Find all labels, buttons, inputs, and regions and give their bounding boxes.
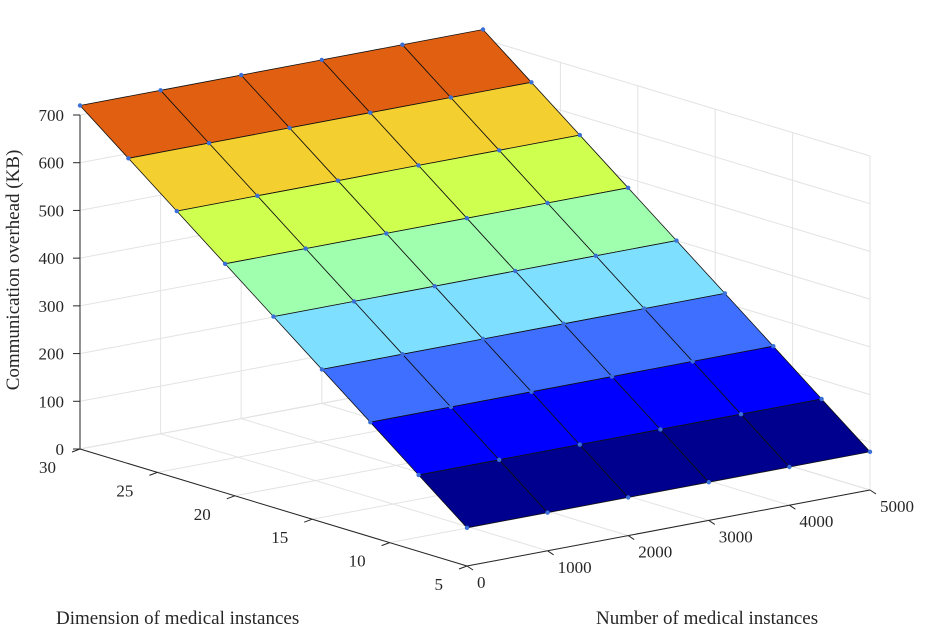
surface-vertex (706, 480, 711, 485)
surface-vertex (384, 231, 389, 236)
surface-vertex (625, 185, 631, 190)
surface-vertex (400, 352, 405, 357)
surface-vertex (319, 367, 325, 372)
z-tick-label: 200 (39, 345, 65, 364)
x-tick (627, 535, 635, 541)
z-tick-label: 500 (39, 201, 65, 220)
surface-vertex (642, 306, 647, 311)
y-tick-label: 30 (39, 458, 56, 477)
surface-vertex (609, 374, 615, 379)
y-tick (458, 565, 468, 570)
surface-vertex (626, 495, 631, 500)
surface-vertex (738, 412, 744, 417)
x-tick-label: 3000 (719, 527, 753, 546)
surface-vertex (126, 156, 131, 161)
surface-vertex (464, 525, 470, 530)
surface-vertex (206, 140, 212, 146)
axes-layer (71, 114, 877, 571)
surface-vertex (819, 396, 824, 402)
surface-vertex (722, 291, 728, 296)
surface-vertex (303, 246, 308, 251)
surface-vertex (255, 193, 260, 198)
floor-grid-x (160, 433, 548, 552)
y-tick-label: 25 (116, 481, 133, 500)
z-tick-label: 600 (39, 154, 65, 173)
surface-vertex (448, 95, 453, 100)
side-wall-grid-z (482, 38, 871, 157)
surface-vertex (335, 178, 341, 183)
surface-vertex (593, 253, 599, 258)
surface-vertex (480, 336, 486, 342)
surface-vertex (867, 449, 873, 454)
z-tick-label: 100 (39, 392, 65, 411)
surface-vertex (351, 299, 357, 304)
surface-vertex (513, 268, 518, 274)
x-tick (869, 489, 877, 495)
surface-vertex (400, 42, 405, 47)
surface-vertex (561, 321, 566, 326)
surface-vertex (368, 110, 373, 115)
x-tick-label: 2000 (638, 543, 672, 562)
surface-vertex (497, 457, 502, 462)
surface-vertex (545, 200, 550, 206)
surface-vertex (239, 72, 244, 78)
x-axis-title: Number of medical instances (596, 608, 818, 629)
surface-vertex (787, 464, 792, 470)
y-tick-label: 15 (271, 528, 288, 547)
x-tick (789, 504, 796, 510)
x-tick-label: 0 (477, 573, 486, 592)
surface-vertex (577, 442, 582, 447)
y-axis-line (79, 448, 468, 567)
x-tick-label: 1000 (558, 558, 592, 577)
surface-vertex (287, 125, 292, 131)
z-axis-title: Communication overhead (KB) (3, 150, 24, 391)
surface-vertex (416, 163, 421, 168)
surface-vertex (416, 472, 421, 478)
x-tick (547, 550, 554, 556)
y-tick (304, 518, 313, 523)
labels-layer: 0100020003000400050005101520253001002003… (39, 106, 915, 594)
x-tick (466, 565, 474, 571)
x-tick (708, 519, 716, 525)
surface-vertex (77, 103, 83, 108)
x-axis-line (466, 489, 871, 567)
surface-vertex (174, 208, 179, 214)
y-tick (149, 471, 158, 476)
surface-vertex (368, 420, 373, 425)
surface-vertex (464, 216, 470, 221)
surface-vertex (690, 359, 695, 364)
z-tick-label: 700 (39, 106, 65, 125)
surface-vertex (658, 427, 663, 432)
y-tick-label: 10 (349, 552, 366, 571)
surface-vertex (771, 344, 776, 349)
surface-vertex (158, 88, 163, 93)
surface-vertex (529, 389, 534, 394)
surface-vertex (271, 314, 276, 319)
surface-vertex (577, 132, 582, 138)
surface-vertex (448, 404, 454, 410)
surface-vertex (222, 261, 228, 266)
y-tick (226, 495, 235, 500)
surface-vertex (497, 148, 502, 153)
surface-vertex (545, 510, 550, 515)
z-tick-label: 400 (39, 249, 65, 268)
z-tick-label: 300 (39, 297, 65, 316)
z-tick-label: 0 (56, 440, 65, 459)
surface-vertex (319, 57, 324, 63)
y-axis-title: Dimension of medical instances (56, 608, 299, 629)
surface-vertex (480, 27, 486, 32)
x-tick-label: 4000 (799, 512, 833, 531)
surface-vertex (674, 238, 679, 243)
x-tick-label: 5000 (880, 497, 914, 516)
y-tick (381, 542, 390, 547)
y-tick-label: 20 (194, 505, 211, 524)
y-tick-label: 5 (435, 575, 444, 594)
surface-vertex (432, 284, 437, 289)
surface-vertex (529, 80, 534, 85)
surface-layer (77, 27, 873, 530)
